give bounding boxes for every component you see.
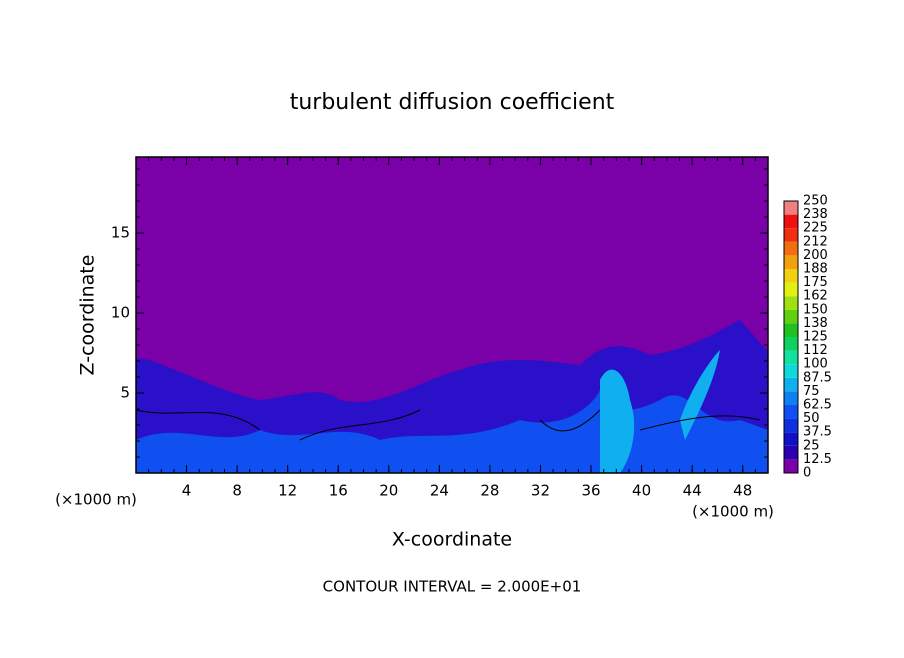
colorbar-band [784, 296, 798, 310]
colorbar-label: 225 [803, 221, 828, 236]
colorbar-label: 62.5 [803, 398, 832, 413]
x-tick-label: 20 [379, 482, 398, 500]
colorbar-band [784, 377, 798, 392]
chart-title: turbulent diffusion coefficient [290, 90, 615, 115]
colorbar-frame [783, 200, 799, 474]
colorbar-label: 50 [803, 411, 820, 426]
colorbar-band [784, 364, 798, 378]
colorbar-band [784, 459, 798, 473]
colorbar-band [784, 445, 798, 460]
x-tick-label: 40 [632, 482, 651, 500]
y-axis-label: Z-coordinate [77, 255, 99, 376]
colorbar-label: 25 [803, 438, 820, 453]
x-tick-label: 44 [683, 482, 702, 500]
colorbar-band [784, 214, 798, 229]
x-tick-label: 12 [278, 482, 297, 500]
colorbar-label: 162 [803, 289, 828, 304]
colorbar-label: 200 [803, 248, 828, 263]
colorbar-band [784, 418, 798, 433]
contour-note: CONTOUR INTERVAL = 2.000E+01 [323, 578, 582, 596]
colorbar-band [784, 309, 798, 324]
colorbar-band [784, 405, 798, 419]
colorbar-label: 112 [803, 343, 828, 358]
y-tick-label: 15 [111, 224, 130, 242]
colorbar-band [784, 228, 798, 242]
colorbar-label: 37.5 [803, 425, 832, 440]
colorbar-band [784, 350, 798, 365]
colorbar-band [784, 391, 798, 405]
x-tick-label: 24 [430, 482, 449, 500]
colorbar-label: 12.5 [803, 452, 832, 467]
x-unit: (×1000 m) [692, 503, 774, 521]
colorbar-band [784, 432, 798, 446]
colorbar-band [784, 255, 798, 269]
x-tick-label: 8 [232, 482, 242, 500]
colorbar-label: 0 [803, 466, 811, 481]
colorbar-label: 150 [803, 302, 828, 317]
colorbar-label: 138 [803, 316, 828, 331]
colorbar-label: 87.5 [803, 370, 832, 385]
field [136, 320, 768, 473]
colorbar-band [784, 282, 798, 297]
colorbar-label: 75 [803, 384, 820, 399]
x-tick-label: 28 [480, 482, 499, 500]
colorbar-band [784, 201, 798, 215]
colorbar-label: 125 [803, 330, 828, 345]
field-region [600, 350, 720, 473]
x-unit: (×1000 m) [55, 491, 137, 509]
x-tick-label: 32 [531, 482, 550, 500]
x-tick-label: 48 [733, 482, 752, 500]
colorbar-label: 238 [803, 207, 828, 222]
x-tick-label: 36 [581, 482, 600, 500]
colorbar-band [784, 323, 798, 337]
x-tick-label: 16 [329, 482, 348, 500]
colorbar-band [784, 241, 798, 256]
y-tick-label: 10 [111, 304, 130, 322]
colorbar-label: 212 [803, 234, 828, 249]
contour-line [136, 409, 761, 441]
colorbar-band [784, 269, 798, 283]
x-axis-label: X-coordinate [392, 529, 512, 551]
colorbar-label: 100 [803, 357, 828, 372]
colorbar-label: 250 [803, 194, 828, 209]
colorbar-label: 175 [803, 275, 828, 290]
y-tick-label: 5 [120, 384, 130, 402]
colorbar-band [784, 337, 798, 351]
x-tick-label: 4 [182, 482, 192, 500]
colorbar-label: 188 [803, 262, 828, 277]
